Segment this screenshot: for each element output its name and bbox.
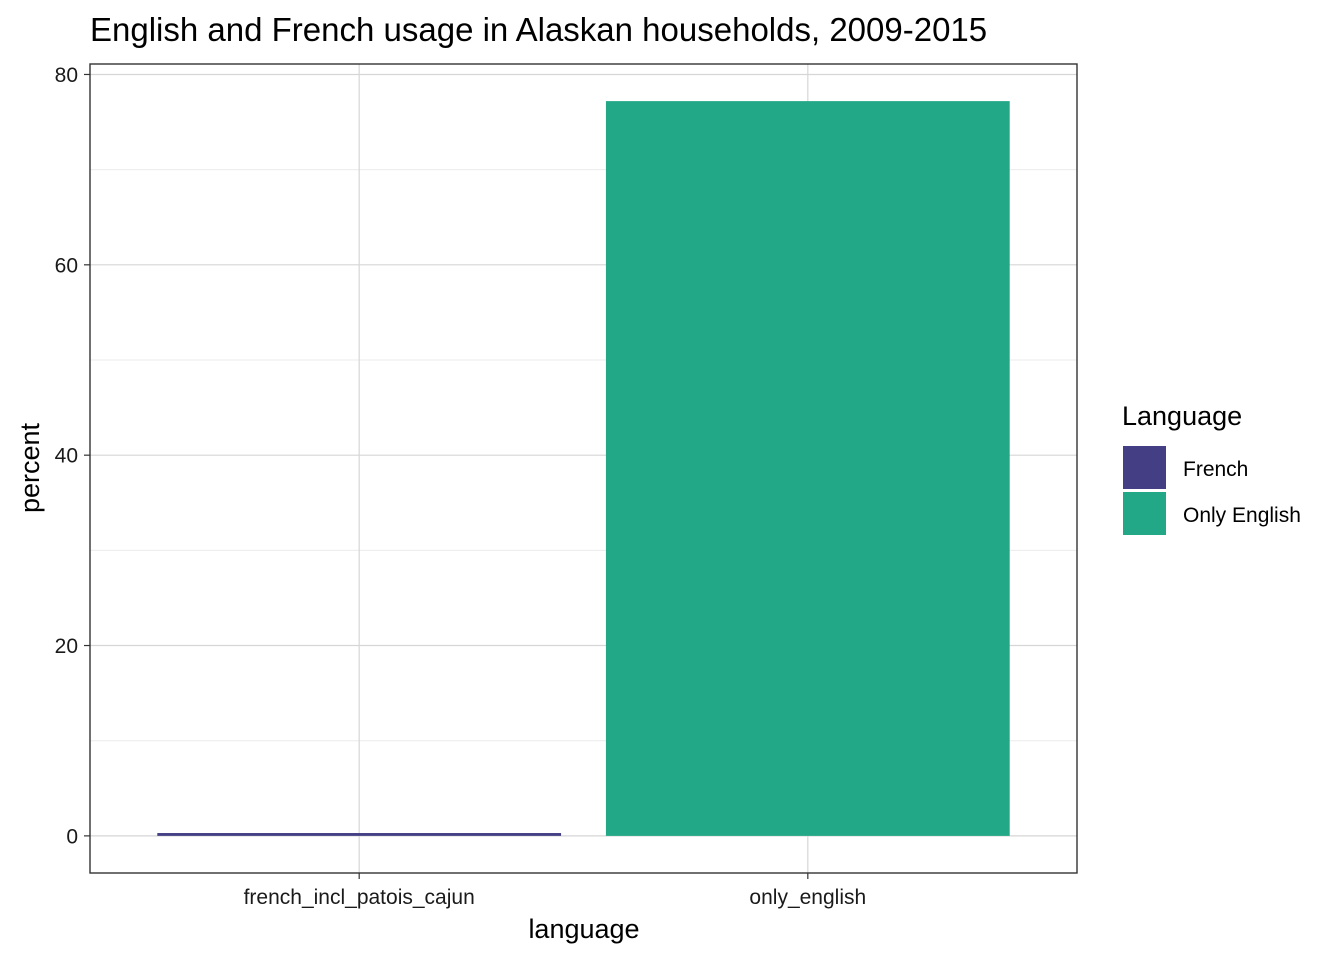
legend-swatch-only-english — [1123, 492, 1166, 535]
y-tick-label: 80 — [55, 64, 78, 87]
y-tick-label: 0 — [66, 825, 78, 848]
x-axis: french_incl_patois_cajun only_english — [244, 873, 866, 909]
panel-border — [89, 63, 1078, 874]
y-axis: 0 20 40 60 80 — [55, 64, 90, 848]
x-axis-title: language — [528, 914, 639, 944]
legend-label: Only English — [1183, 504, 1301, 527]
bar-french_incl_patois_cajun — [157, 833, 562, 836]
legend-label: French — [1183, 458, 1248, 481]
legend-title: Language — [1122, 401, 1242, 431]
x-tick-label: only_english — [749, 886, 866, 909]
y-tick-label: 60 — [55, 254, 78, 277]
y-tick-label: 20 — [55, 635, 78, 658]
y-tick-label: 40 — [55, 445, 78, 468]
legend: Language French Only English — [1122, 401, 1301, 535]
chart-title: English and French usage in Alaskan hous… — [90, 11, 987, 48]
legend-swatch-french — [1123, 446, 1166, 489]
x-tick-label: french_incl_patois_cajun — [244, 886, 475, 909]
bar-only_english — [605, 101, 1010, 836]
bars-group — [157, 101, 1010, 836]
y-axis-title: percent — [15, 422, 45, 513]
